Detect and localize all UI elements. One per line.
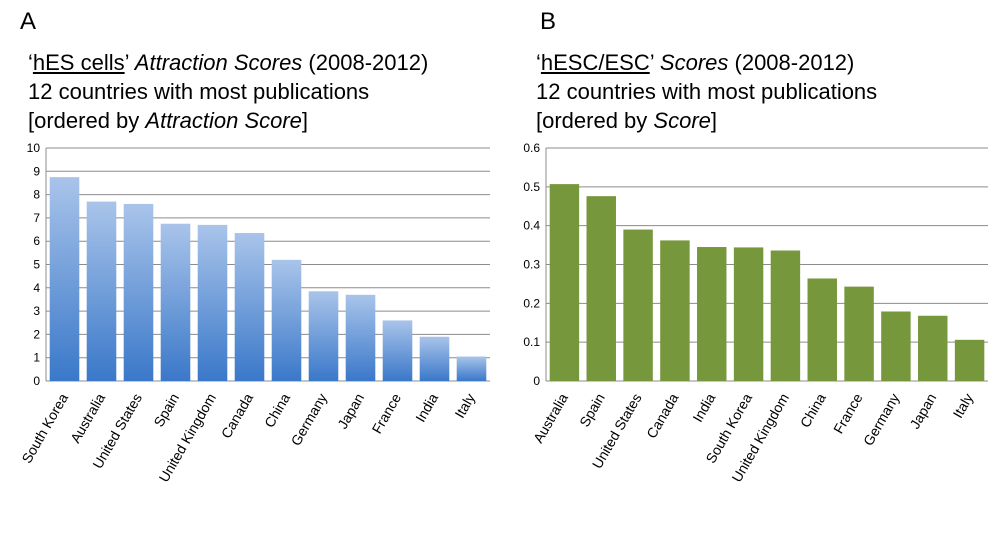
bar xyxy=(844,286,874,381)
title-quote-open: ‘ xyxy=(28,50,33,75)
chart-title-block: ‘hES cells’ Attraction Scores (2008-2012… xyxy=(28,48,428,135)
panel-label: A xyxy=(20,8,37,35)
title-date-range: (2008-2012) xyxy=(302,50,429,75)
y-tick-label: 6 xyxy=(33,234,40,248)
chart-panel-a: A ‘hES cells’ Attraction Scores (2008-20… xyxy=(18,8,490,485)
title-quote-close: ’ xyxy=(124,50,135,75)
chart-ordering-note: [ordered by Attraction Score] xyxy=(28,106,428,135)
bar xyxy=(623,229,653,381)
y-tick-label: 0.3 xyxy=(523,258,540,272)
x-category-label: Canada xyxy=(218,390,256,441)
y-tick-label: 0.4 xyxy=(523,219,540,233)
chart-title: ‘hESC/ESC’ Scores (2008-2012) xyxy=(536,48,877,77)
y-tick-label: 10 xyxy=(27,141,41,155)
title-date-range: (2008-2012) xyxy=(728,50,855,75)
bar xyxy=(549,184,580,381)
bar xyxy=(697,247,727,381)
y-tick-label: 0.2 xyxy=(523,296,540,310)
x-category-label: Australia xyxy=(67,390,108,445)
x-category-label: Italy xyxy=(949,391,976,421)
bar xyxy=(49,177,80,381)
title-italic-term: Scores xyxy=(659,50,729,75)
bar xyxy=(345,294,376,381)
x-category-label: Italy xyxy=(451,391,478,421)
y-tick-label: 9 xyxy=(33,164,40,178)
ordering-italic-term: Score xyxy=(653,108,711,133)
ordering-suffix: ] xyxy=(301,108,309,133)
ordering-prefix: [ordered by xyxy=(536,108,654,133)
title-underlined-term: hESC/ESC xyxy=(540,50,650,75)
bar xyxy=(881,311,911,381)
y-tick-label: 4 xyxy=(33,281,40,295)
y-tick-label: 7 xyxy=(33,211,40,225)
y-tick-label: 3 xyxy=(33,304,40,318)
chart-ordering-note: [ordered by Score] xyxy=(536,106,877,135)
ordering-prefix: [ordered by xyxy=(28,108,146,133)
bar xyxy=(160,223,191,381)
y-tick-label: 0.5 xyxy=(523,180,540,194)
chart-title: ‘hES cells’ Attraction Scores (2008-2012… xyxy=(28,48,428,77)
x-category-label: Japan xyxy=(906,391,939,432)
bar xyxy=(456,356,487,381)
bar xyxy=(954,339,985,381)
y-tick-label: 5 xyxy=(33,258,40,272)
ordering-suffix: ] xyxy=(710,108,718,133)
title-quote-open: ‘ xyxy=(536,50,541,75)
x-category-label: South Korea xyxy=(18,390,71,466)
x-category-label: Australia xyxy=(530,390,571,445)
x-category-label: France xyxy=(830,390,866,436)
x-category-label: Spain xyxy=(150,391,182,430)
x-category-label: India xyxy=(689,390,718,424)
bar xyxy=(586,196,616,381)
x-category-label: China xyxy=(261,390,293,430)
y-tick-label: 1 xyxy=(33,351,40,365)
bar xyxy=(807,278,837,381)
y-tick-label: 0.1 xyxy=(523,335,540,349)
bar xyxy=(271,259,302,381)
chart-subtitle: 12 countries with most publications xyxy=(28,79,370,104)
chart-title-block: ‘hESC/ESC’ Scores (2008-2012) 12 countri… xyxy=(536,48,877,135)
y-tick-label: 0.6 xyxy=(523,141,540,155)
panel-label: B xyxy=(540,8,557,35)
bar xyxy=(770,250,801,381)
title-underlined-term: hES cells xyxy=(32,50,125,75)
x-category-label: Spain xyxy=(576,391,608,430)
x-category-label: Japan xyxy=(334,391,367,432)
title-quote-close: ’ xyxy=(649,50,660,75)
x-category-label: Germany xyxy=(287,391,330,449)
chart-subtitle: 12 countries with most publications xyxy=(536,79,878,104)
bar xyxy=(308,291,339,381)
bar xyxy=(234,233,265,381)
bar xyxy=(86,201,117,381)
y-tick-label: 0 xyxy=(533,374,540,388)
ordering-italic-term: Attraction Score xyxy=(145,108,302,133)
x-category-label: Germany xyxy=(860,391,903,449)
y-tick-label: 8 xyxy=(33,188,40,202)
bar xyxy=(419,336,450,381)
bar xyxy=(733,247,764,381)
bar xyxy=(918,315,948,381)
chart-panel-b: B ‘hESC/ESC’ Scores (2008-2012) 12 count… xyxy=(500,0,1000,535)
x-category-label: India xyxy=(412,390,441,424)
title-italic-term: Attraction Scores xyxy=(134,50,303,75)
bar xyxy=(660,240,690,381)
bar xyxy=(123,203,154,381)
y-tick-label: 2 xyxy=(33,327,40,341)
x-category-label: Canada xyxy=(643,390,681,441)
y-tick-label: 0 xyxy=(33,374,40,388)
x-category-label: China xyxy=(797,390,829,430)
bar xyxy=(382,320,413,381)
bar xyxy=(197,224,228,381)
x-category-label: France xyxy=(368,390,404,436)
